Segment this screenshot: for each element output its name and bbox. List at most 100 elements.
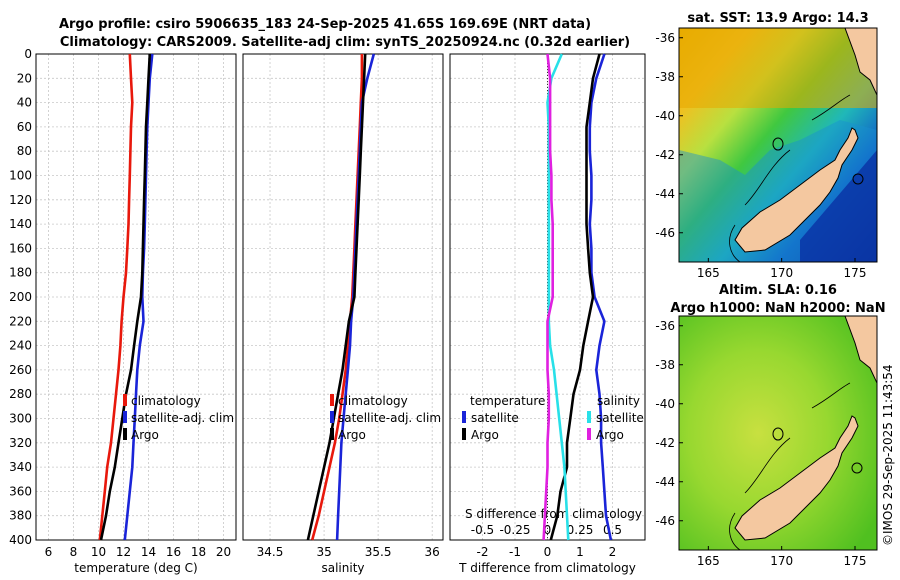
depth-tick-label: 60	[17, 120, 32, 134]
map-lat-label: -46	[655, 226, 675, 240]
depth-tick-label: 180	[9, 266, 32, 280]
salinity-axis-label: S difference from climatology	[465, 507, 642, 521]
legend-swatch	[123, 411, 127, 423]
legend-label: satellite-adj. clim	[131, 411, 234, 425]
legend-swatch	[123, 428, 127, 440]
map-lat-label: -38	[655, 358, 675, 372]
legend-label: satellite	[596, 411, 644, 425]
depth-tick-label: 300	[9, 412, 32, 426]
imos-credit: ©IMOS 29-Sep-2025 11:43:54	[881, 364, 895, 546]
sla-map-subtitle: Argo h1000: NaN h2000: NaN	[670, 301, 885, 316]
depth-tick-label: 240	[9, 339, 32, 353]
map-lat-label: -36	[655, 319, 675, 333]
x-tick-label: -2	[477, 545, 489, 559]
salinity-tick-label: -0.25	[499, 523, 530, 537]
sst-cold-band	[800, 150, 877, 262]
x-axis-label: T difference from climatology	[458, 561, 636, 575]
salinity-tick-label: 0.25	[567, 523, 594, 537]
sst-map: sat. SST: 13.9 Argo: 14.3 165 170 175 -36 -3…	[655, 11, 878, 280]
map-lon-label: 175	[844, 266, 867, 280]
map-lon-label: 170	[770, 554, 793, 568]
x-tick-label: 8	[70, 545, 78, 559]
sst-bathy-contour	[729, 94, 851, 262]
sst-south-island	[734, 127, 859, 253]
map-lat-label: -40	[655, 109, 675, 123]
depth-tick-label: 100	[9, 169, 32, 183]
legend-label: Argo	[131, 428, 159, 442]
depth-tick-label: 340	[9, 460, 32, 474]
depth-tick-label: 260	[9, 363, 32, 377]
depth-tick-label: 200	[9, 290, 32, 304]
panel-temperature: 0 20 40 60 80 100 120 140 160 180 200 220 240 260 280 3…	[9, 47, 237, 575]
sst-north-island	[844, 28, 877, 96]
map-lat-label: -42	[655, 436, 675, 450]
x-axis-label: salinity	[321, 561, 364, 575]
sst-warm-band	[679, 28, 877, 108]
x-tick-label: 16	[166, 545, 181, 559]
series-line-argo	[99, 53, 152, 541]
x-tick-label: 35.5	[365, 545, 392, 559]
depth-tick-label: 380	[9, 509, 32, 523]
sla-eddy-contour	[851, 462, 863, 474]
map-lat-label: -36	[655, 31, 675, 45]
x-tick-label: 34.5	[257, 545, 284, 559]
map-lon-label: 165	[697, 266, 720, 280]
depth-tick-label: 220	[9, 314, 32, 328]
x-tick-label: 0	[544, 545, 552, 559]
depth-tick-label: 80	[17, 144, 32, 158]
sla-bathy-contour	[729, 382, 851, 550]
sst-map-frame	[678, 27, 878, 263]
sst-eddy-contour	[852, 173, 864, 185]
map-lat-label: -44	[655, 187, 675, 201]
series-line-t-argo	[549, 53, 601, 541]
panel-salinity: 34.5 35 35.5 36 salinity climatology satellite…	[242, 53, 444, 575]
sst-float-marker	[772, 137, 784, 151]
legend-swatch	[587, 428, 591, 440]
x-tick-label: 10	[91, 545, 106, 559]
sla-map: Altim. SLA: 0.16 Argo h1000: NaN h2000: …	[655, 283, 885, 568]
x-tick-label: 14	[141, 545, 156, 559]
map-lon-label: 165	[697, 554, 720, 568]
axes-frame	[242, 53, 444, 541]
sla-float-marker	[772, 427, 784, 441]
legend-label: Argo	[596, 428, 624, 442]
depth-tick-label: 40	[17, 96, 32, 110]
legend-label: Argo	[471, 428, 499, 442]
x-tick-label: 35	[316, 545, 331, 559]
map-lon-label: 175	[844, 554, 867, 568]
x-tick-label: 20	[216, 545, 231, 559]
figure-title-line2: Climatology: CARS2009. Satellite-adj cli…	[60, 35, 630, 50]
depth-tick-label: 120	[9, 193, 32, 207]
legend-swatch	[330, 394, 334, 406]
depth-tick-label: 160	[9, 241, 32, 255]
depth-tick-label: 20	[17, 71, 32, 85]
map-lat-label: -40	[655, 397, 675, 411]
sla-north-island	[844, 316, 877, 384]
x-tick-label: 18	[191, 545, 206, 559]
depth-tick-label: 400	[9, 533, 32, 547]
legend-label: satellite	[471, 411, 519, 425]
depth-tick-label: 280	[9, 387, 32, 401]
legend-header-temperature: temperature	[470, 394, 545, 408]
legend-swatch	[330, 411, 334, 423]
map-lat-label: -44	[655, 475, 675, 489]
legend-label: satellite-adj. clim	[338, 411, 441, 425]
map-lat-label: -38	[655, 70, 675, 84]
x-tick-label: 12	[116, 545, 131, 559]
x-tick-label: 36	[425, 545, 440, 559]
x-tick-label: -1	[509, 545, 521, 559]
depth-tick-label: 360	[9, 484, 32, 498]
sla-map-ticks: 165 170 175 -36 -38 -40 -42 -44 -46	[655, 319, 866, 568]
axes-frame	[35, 53, 237, 541]
series-line-argo	[306, 53, 367, 541]
salinity-tick-label: 0	[544, 523, 552, 537]
map-lon-label: 170	[770, 266, 793, 280]
map-lat-label: -46	[655, 514, 675, 528]
x-tick-label: 2	[609, 545, 617, 559]
depth-tick-label: 140	[9, 217, 32, 231]
legend-swatch	[462, 428, 466, 440]
sla-map-title: Altim. SLA: 0.16	[719, 283, 837, 298]
series-line-t-satellite	[588, 53, 613, 541]
depth-tick-label: 320	[9, 436, 32, 450]
